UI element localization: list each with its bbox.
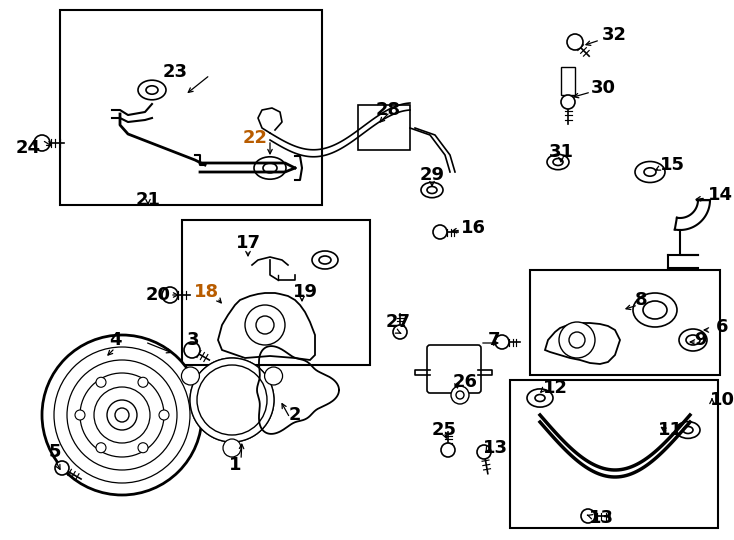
Ellipse shape <box>421 183 443 198</box>
Ellipse shape <box>635 161 665 183</box>
Circle shape <box>115 408 129 422</box>
Circle shape <box>581 509 595 523</box>
Text: 11: 11 <box>658 421 683 439</box>
Circle shape <box>75 410 85 420</box>
Text: 15: 15 <box>660 156 685 174</box>
Text: 17: 17 <box>236 234 261 252</box>
Circle shape <box>181 367 200 385</box>
Ellipse shape <box>547 154 569 170</box>
Text: 14: 14 <box>708 186 733 204</box>
Circle shape <box>42 335 202 495</box>
Ellipse shape <box>527 389 553 407</box>
Bar <box>561 67 575 95</box>
Text: 23: 23 <box>162 63 187 81</box>
Ellipse shape <box>254 157 286 179</box>
Text: 25: 25 <box>432 421 457 439</box>
Text: 27: 27 <box>385 313 410 331</box>
Bar <box>510 380 718 528</box>
Text: 6: 6 <box>716 318 728 336</box>
Circle shape <box>256 316 274 334</box>
Circle shape <box>433 225 447 239</box>
Ellipse shape <box>553 159 563 165</box>
Circle shape <box>159 410 169 420</box>
Circle shape <box>561 95 575 109</box>
Circle shape <box>393 325 407 339</box>
Bar <box>530 270 720 375</box>
Text: 10: 10 <box>710 391 734 409</box>
Ellipse shape <box>427 186 437 193</box>
Text: 7: 7 <box>488 331 501 349</box>
Bar <box>60 10 322 205</box>
Text: 12: 12 <box>542 379 567 397</box>
Circle shape <box>96 443 106 453</box>
Text: 1: 1 <box>229 456 241 474</box>
Circle shape <box>451 386 469 404</box>
Text: 13: 13 <box>482 439 507 457</box>
Text: 2: 2 <box>288 406 301 424</box>
Circle shape <box>107 400 137 430</box>
Text: 4: 4 <box>109 331 121 349</box>
Bar <box>182 220 370 365</box>
Circle shape <box>441 443 455 457</box>
Circle shape <box>184 342 200 358</box>
Text: 29: 29 <box>420 166 445 184</box>
Ellipse shape <box>644 168 656 176</box>
Text: 8: 8 <box>635 291 647 309</box>
Text: 32: 32 <box>601 26 627 44</box>
Text: 30: 30 <box>590 79 616 97</box>
Circle shape <box>569 332 585 348</box>
Ellipse shape <box>633 293 677 327</box>
Circle shape <box>223 439 241 457</box>
Polygon shape <box>218 293 315 360</box>
Circle shape <box>567 34 583 50</box>
Circle shape <box>96 377 106 387</box>
Bar <box>358 105 410 150</box>
Ellipse shape <box>146 86 158 94</box>
Circle shape <box>138 443 148 453</box>
Text: 21: 21 <box>136 191 161 209</box>
Circle shape <box>456 391 464 399</box>
FancyBboxPatch shape <box>427 345 481 393</box>
Text: 24: 24 <box>15 139 40 157</box>
Circle shape <box>197 365 267 435</box>
Circle shape <box>190 358 274 442</box>
Circle shape <box>495 335 509 349</box>
Ellipse shape <box>535 395 545 402</box>
Text: 22: 22 <box>242 129 267 147</box>
Text: 19: 19 <box>293 283 318 301</box>
Circle shape <box>264 367 283 385</box>
Text: 18: 18 <box>195 283 219 301</box>
Circle shape <box>34 135 50 151</box>
Text: 28: 28 <box>375 101 401 119</box>
Circle shape <box>245 305 285 345</box>
Ellipse shape <box>643 301 667 319</box>
Text: 9: 9 <box>694 331 706 349</box>
Ellipse shape <box>312 251 338 269</box>
Circle shape <box>477 445 491 459</box>
Ellipse shape <box>686 335 700 345</box>
Ellipse shape <box>138 80 166 100</box>
Text: 26: 26 <box>452 373 478 391</box>
Text: 31: 31 <box>548 143 573 161</box>
Ellipse shape <box>263 163 277 173</box>
Circle shape <box>138 377 148 387</box>
Text: 13: 13 <box>589 509 614 527</box>
Ellipse shape <box>679 329 707 351</box>
Ellipse shape <box>676 422 700 438</box>
Circle shape <box>559 322 595 358</box>
Ellipse shape <box>319 256 331 264</box>
Circle shape <box>162 287 178 303</box>
Circle shape <box>55 461 69 475</box>
Text: 3: 3 <box>186 331 199 349</box>
Text: 5: 5 <box>48 443 61 461</box>
Text: 20: 20 <box>145 286 170 304</box>
Ellipse shape <box>683 427 693 434</box>
Text: 16: 16 <box>460 219 485 237</box>
Polygon shape <box>545 323 620 364</box>
